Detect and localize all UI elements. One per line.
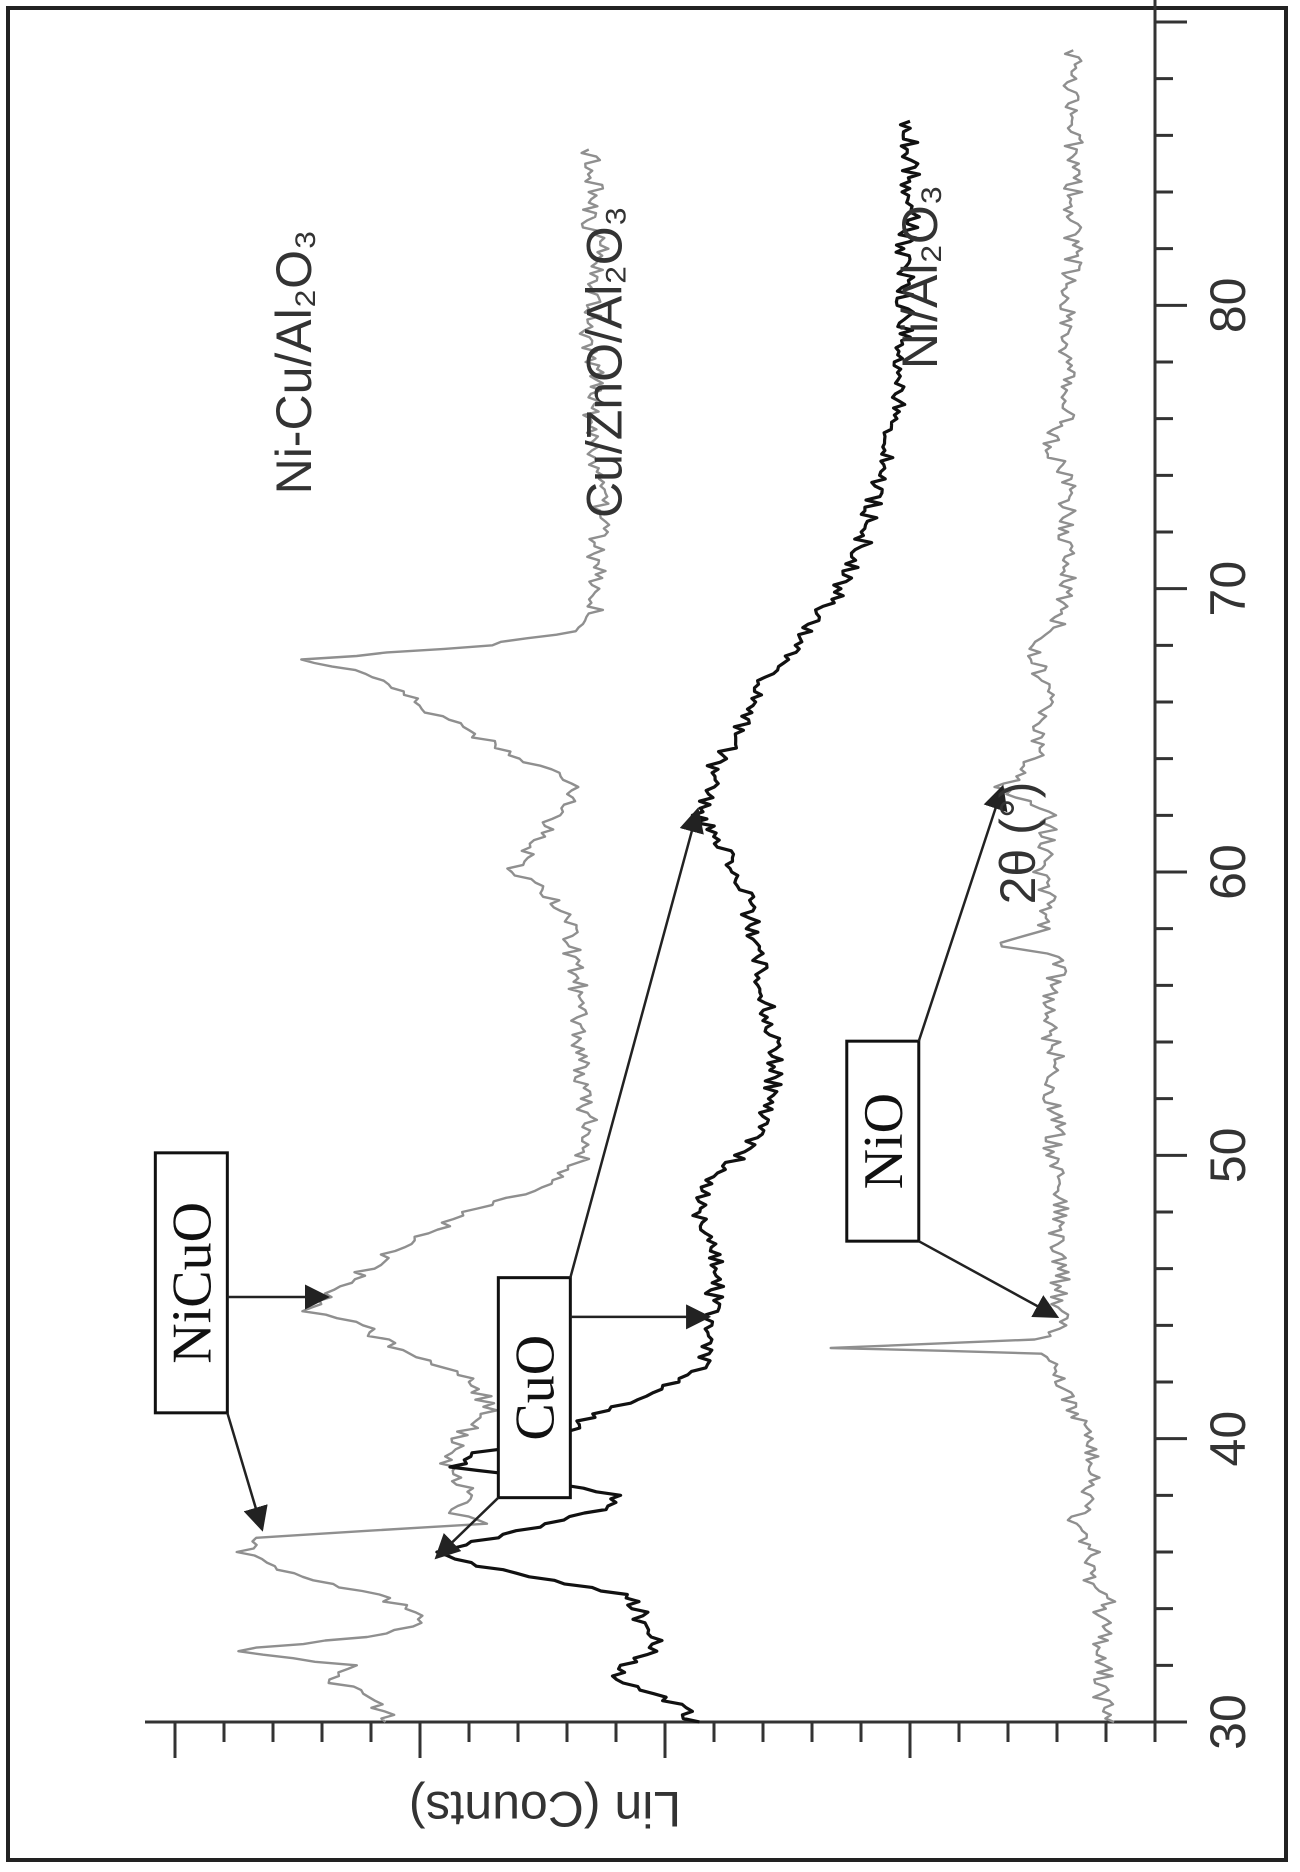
x-tick-label: 50 (1200, 1128, 1256, 1184)
annotation-arrow (226, 1412, 268, 1532)
series-line-2 (435, 119, 922, 1724)
annotation-label: NiCuO (161, 1202, 223, 1364)
series-label: Cu/ZnO/Al₂O₃ (576, 206, 632, 518)
series-label: Ni/Al₂O₃ (892, 185, 948, 369)
x-tick-label: 40 (1200, 1411, 1256, 1467)
x-ticks: 30 40 50 60 70 80 (1155, 20, 1256, 1750)
y-axis-label-group: Lin (Counts) (409, 1781, 681, 1837)
x-tick-label: 60 (1200, 844, 1256, 900)
annotation-layer: NiCuO CuO NiO (153, 784, 1060, 1560)
axes: 30 40 50 60 70 80 (145, 0, 1256, 1758)
annotation-label: CuO (504, 1335, 566, 1441)
x-tick-label: 80 (1200, 278, 1256, 334)
y-axis-title: Lin (Counts) (409, 1781, 681, 1837)
annotation-box (845, 1039, 921, 1243)
annotation-box (153, 1151, 229, 1415)
series-layer: Ni-Cu/Al₂O₃ Cu/ZnO/Al₂O₃ Ni/Al₂O₃ (235, 49, 1117, 1724)
annotation-arrow (569, 807, 704, 1278)
plot-area: 30 40 50 60 70 80 Ni-Cu/Al₂O₃ Cu/ZnO/Al₂O₃ Ni/A… (145, 0, 1256, 1758)
x-tick-label: 30 (1200, 1694, 1256, 1750)
y-ticks (173, 1722, 1157, 1758)
annotation-box (496, 1276, 572, 1500)
annotation-label: NiO (853, 1093, 915, 1189)
annotation-arrow (918, 1240, 1060, 1319)
x-axis-title: 2θ (°) (990, 782, 1046, 905)
x-tick-label: 70 (1200, 561, 1256, 617)
annotation-arrow (917, 784, 1008, 1042)
series-line-3 (829, 49, 1117, 1724)
figure-frame (6, 6, 1288, 1862)
series-label: Ni-Cu/Al₂O₃ (266, 230, 322, 495)
x-axis-label-group: 2θ (°) (990, 782, 1046, 905)
annotation-arrow (434, 1496, 500, 1560)
series-line-1 (235, 148, 611, 1723)
